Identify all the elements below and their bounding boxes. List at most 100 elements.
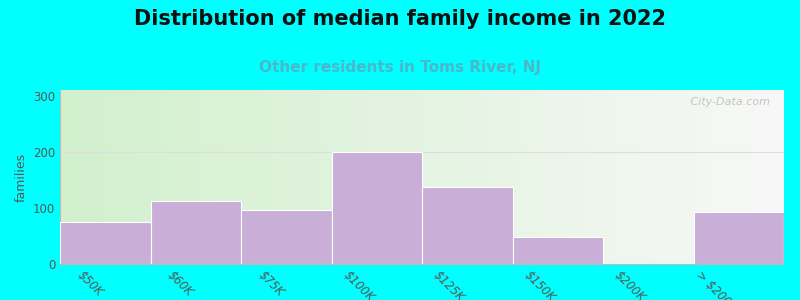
Bar <box>748 90 751 264</box>
Bar <box>245 90 248 264</box>
Bar <box>487 90 490 264</box>
Bar <box>361 90 364 264</box>
Bar <box>668 90 672 264</box>
Bar <box>751 90 755 264</box>
Bar <box>60 90 64 264</box>
Bar <box>672 90 675 264</box>
Bar <box>534 90 538 264</box>
Bar <box>306 90 310 264</box>
Bar <box>404 90 407 264</box>
Bar <box>574 90 578 264</box>
Bar <box>628 90 632 264</box>
Bar <box>625 90 628 264</box>
Bar <box>722 90 726 264</box>
Bar <box>150 90 154 264</box>
Bar <box>426 90 430 264</box>
Y-axis label: families: families <box>14 152 27 202</box>
Bar <box>658 90 661 264</box>
Bar <box>690 90 694 264</box>
Bar <box>129 90 133 264</box>
Bar <box>632 90 635 264</box>
Bar <box>335 90 338 264</box>
Bar <box>314 90 317 264</box>
Bar <box>462 90 466 264</box>
Bar <box>390 90 393 264</box>
Bar <box>734 90 737 264</box>
Bar <box>530 90 534 264</box>
Bar <box>125 90 129 264</box>
Bar <box>422 187 513 264</box>
Bar <box>694 212 784 264</box>
Bar <box>675 90 679 264</box>
Bar <box>542 90 545 264</box>
Bar <box>281 90 285 264</box>
Bar <box>589 90 592 264</box>
Bar <box>520 90 523 264</box>
Bar <box>266 90 270 264</box>
Bar <box>89 90 93 264</box>
Bar <box>556 90 559 264</box>
Bar <box>618 90 621 264</box>
Bar <box>773 90 777 264</box>
Bar <box>430 90 433 264</box>
Bar <box>708 90 712 264</box>
Bar <box>498 90 502 264</box>
Bar <box>223 90 226 264</box>
Bar <box>317 90 321 264</box>
Bar <box>444 90 447 264</box>
Bar <box>407 90 411 264</box>
Bar <box>179 90 183 264</box>
Bar <box>226 90 230 264</box>
Bar <box>538 90 542 264</box>
Bar <box>93 90 96 264</box>
Bar <box>737 90 741 264</box>
Bar <box>285 90 288 264</box>
Bar <box>506 90 509 264</box>
Bar <box>469 90 473 264</box>
Bar <box>368 90 371 264</box>
Bar <box>78 90 82 264</box>
Bar <box>375 90 378 264</box>
Bar <box>762 90 766 264</box>
Bar <box>378 90 382 264</box>
Bar <box>661 90 665 264</box>
Bar <box>122 90 125 264</box>
Text: City-Data.com: City-Data.com <box>679 97 770 107</box>
Bar <box>686 90 690 264</box>
Bar <box>299 90 302 264</box>
Bar <box>451 90 454 264</box>
Text: Distribution of median family income in 2022: Distribution of median family income in … <box>134 9 666 29</box>
Bar <box>639 90 643 264</box>
Bar <box>758 90 762 264</box>
Bar <box>103 90 107 264</box>
Bar <box>212 90 216 264</box>
Bar <box>302 90 306 264</box>
Bar <box>64 90 67 264</box>
Bar <box>270 90 274 264</box>
Bar <box>292 90 295 264</box>
Bar <box>154 90 158 264</box>
Bar <box>274 90 277 264</box>
Bar <box>719 90 722 264</box>
Bar <box>726 90 730 264</box>
Bar <box>110 90 114 264</box>
Bar <box>331 152 422 264</box>
Bar <box>364 90 368 264</box>
Bar <box>350 90 354 264</box>
Bar <box>205 90 209 264</box>
Bar <box>480 90 483 264</box>
Bar <box>494 90 498 264</box>
Bar <box>473 90 476 264</box>
Bar <box>357 90 361 264</box>
Bar <box>342 90 346 264</box>
Bar <box>158 90 162 264</box>
Bar <box>140 90 143 264</box>
Bar <box>147 90 150 264</box>
Bar <box>190 90 194 264</box>
Bar <box>777 90 780 264</box>
Bar <box>563 90 566 264</box>
Bar <box>603 90 606 264</box>
Bar <box>730 90 734 264</box>
Bar <box>259 90 262 264</box>
Bar <box>241 90 245 264</box>
